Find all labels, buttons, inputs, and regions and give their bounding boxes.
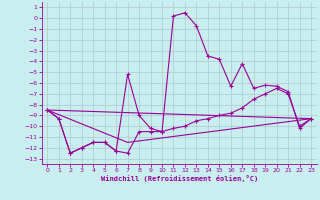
X-axis label: Windchill (Refroidissement éolien,°C): Windchill (Refroidissement éolien,°C)	[100, 175, 258, 182]
